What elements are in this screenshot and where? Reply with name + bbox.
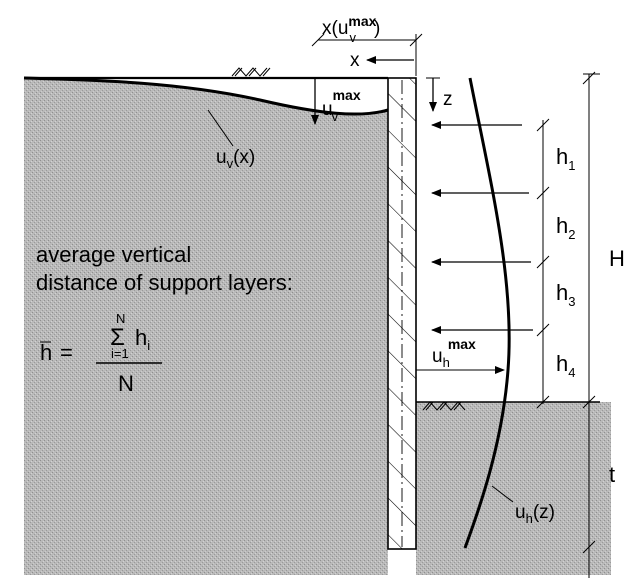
uv-max-label: umax v (322, 87, 361, 124)
settlement-trough-uv (23, 76, 389, 116)
h4-label: h4 (556, 351, 575, 380)
formula-equals: = (60, 340, 73, 365)
t-label: t (609, 462, 615, 487)
annotation-line-1: average vertical (36, 242, 191, 267)
x-umax-tick-left (311, 33, 325, 47)
uh-z-leader (491, 485, 514, 503)
h1-label: h1 (556, 144, 575, 173)
formula-term: hi (135, 325, 150, 353)
z-label: z (443, 89, 453, 110)
uv-x-label: uv(x) (216, 147, 255, 171)
formula-sum-symbol: Σ (110, 324, 125, 351)
h-dimension-chain (536, 118, 550, 409)
excavation-void (24, 78, 388, 115)
formula-denominator: N (118, 371, 134, 396)
h2-label: h2 (556, 213, 575, 242)
h3-label: h3 (556, 280, 575, 309)
retained-soil (24, 78, 388, 575)
retaining-wall (387, 77, 417, 550)
uh-z-label: uh(z) (515, 502, 555, 526)
x-umax-label: x(umax v) (322, 13, 380, 45)
embedment-soil (416, 402, 611, 575)
uh-max-label: uhmax (432, 336, 476, 370)
formula-hbar: h (40, 340, 52, 365)
H-label: H (609, 246, 625, 271)
horizontal-deflection-curve-uh (463, 77, 511, 549)
H-t-dimension-chain (582, 71, 600, 578)
x-label: x (350, 50, 360, 71)
uv-x-leader (207, 109, 234, 147)
ground-symbol-left (231, 67, 271, 77)
average-distance-formula: h = N Σ i=1 hi N (40, 311, 162, 396)
formula-sum-top: N (116, 311, 125, 326)
formula-sum-bottom: i=1 (111, 346, 129, 361)
ground-symbol-right (422, 401, 466, 411)
annotation-line-2: distance of support layers: (36, 270, 293, 295)
